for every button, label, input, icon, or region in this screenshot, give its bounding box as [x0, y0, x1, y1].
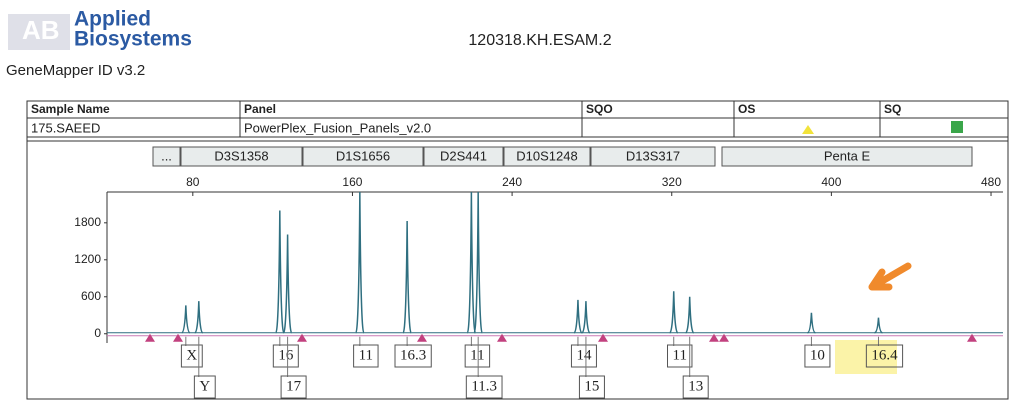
frame-box: [26, 100, 1009, 400]
marker-button[interactable]: [590, 146, 716, 167]
logo-text: Biosystems: [74, 28, 192, 51]
x-tick-label: 240: [502, 175, 522, 189]
logo-text: Applied: [74, 8, 151, 31]
marker-button[interactable]: [503, 146, 591, 167]
column-header: SQO: [586, 102, 613, 116]
allele-box: [394, 344, 432, 368]
marker-label: Penta E: [824, 148, 871, 163]
allele-label: 11: [470, 347, 484, 363]
file-name: 120318.KH.ESAM.2: [468, 32, 611, 49]
allele-box: [570, 344, 597, 368]
allele-box: [465, 375, 503, 399]
logo-letters: AB: [22, 15, 60, 45]
peak: [181, 305, 191, 334]
bin-marker: [173, 333, 183, 342]
peak: [573, 299, 583, 334]
allele-label: 17: [286, 378, 302, 394]
column-header: Panel: [244, 102, 276, 116]
x-tick-label: 480: [981, 175, 1001, 189]
marker-button[interactable]: [152, 146, 181, 167]
allele-label: 16: [278, 347, 294, 363]
arrow: [868, 262, 912, 291]
allele-box: [578, 375, 605, 399]
allele-box: [353, 344, 379, 368]
logo-mark: [8, 14, 70, 50]
peak: [668, 291, 679, 334]
status-flag: [802, 125, 814, 134]
allele-label: 16.4: [871, 347, 898, 363]
bin-marker: [145, 333, 155, 342]
allele-label: 16.3: [400, 347, 426, 363]
peak: [194, 301, 204, 334]
marker-label: ...: [161, 148, 172, 163]
allele-box: [667, 344, 693, 368]
y-tick-label: 0: [94, 326, 101, 340]
y-tick-label: 1200: [74, 252, 101, 266]
x-tick-label: 160: [342, 175, 362, 189]
peak: [874, 317, 883, 334]
allele-label: 14: [576, 347, 592, 363]
bin-marker: [417, 333, 427, 342]
marker-button[interactable]: [721, 146, 973, 167]
allele-box: [464, 344, 491, 368]
marker-label: D13S317: [626, 148, 680, 163]
allele-label: 13: [688, 378, 703, 394]
marker-label: D2S441: [440, 148, 487, 163]
x-tick-label: 320: [662, 175, 682, 189]
peak: [275, 210, 285, 334]
allele-label: 11: [673, 347, 687, 363]
marker-button[interactable]: [302, 146, 424, 167]
peak: [282, 234, 293, 334]
bin-marker: [497, 333, 507, 342]
bin-marker: [719, 333, 729, 342]
peak: [466, 191, 477, 334]
y-tick-label: 600: [81, 289, 101, 303]
peak: [355, 191, 365, 334]
marker-label: D10S1248: [516, 148, 577, 163]
column-header: OS: [738, 102, 755, 116]
allele-box: [272, 344, 299, 368]
peak: [402, 220, 412, 334]
bin-marker: [709, 333, 719, 342]
sample-name: 175.SAEED: [31, 120, 100, 135]
allele-label: 11.3: [471, 378, 497, 394]
allele-box: [180, 344, 203, 368]
allele-label: Y: [199, 378, 210, 394]
allele-box: [682, 375, 709, 399]
allele-label: X: [186, 347, 197, 363]
bin-marker: [297, 333, 307, 342]
status-flag: [951, 121, 963, 133]
marker-label: D1S1656: [336, 148, 390, 163]
x-tick-label: 80: [186, 175, 200, 189]
bin-marker: [967, 333, 977, 342]
peak: [473, 191, 483, 334]
allele-label: 11: [359, 347, 373, 363]
allele-label: 10: [810, 347, 825, 363]
bin-marker: [598, 333, 608, 342]
y-tick-label: 1800: [74, 215, 101, 229]
column-header: SQ: [884, 102, 901, 116]
panel-name: PowerPlex_Fusion_Panels_v2.0: [244, 120, 431, 135]
peak: [581, 301, 591, 334]
allele-label: 15: [584, 378, 599, 394]
frame: [26, 100, 1009, 400]
marker-button[interactable]: [423, 146, 504, 167]
peak: [684, 296, 695, 334]
allele-box: [865, 344, 904, 368]
allele-box: [804, 344, 831, 368]
allele-box: [280, 375, 307, 399]
marker-button[interactable]: [180, 146, 303, 167]
software-name: GeneMapper ID v3.2: [6, 62, 145, 79]
peak: [807, 312, 816, 334]
column-header: Sample Name: [31, 102, 110, 116]
allele-box: [193, 375, 216, 399]
x-tick-label: 400: [821, 175, 841, 189]
marker-label: D3S1358: [214, 148, 268, 163]
